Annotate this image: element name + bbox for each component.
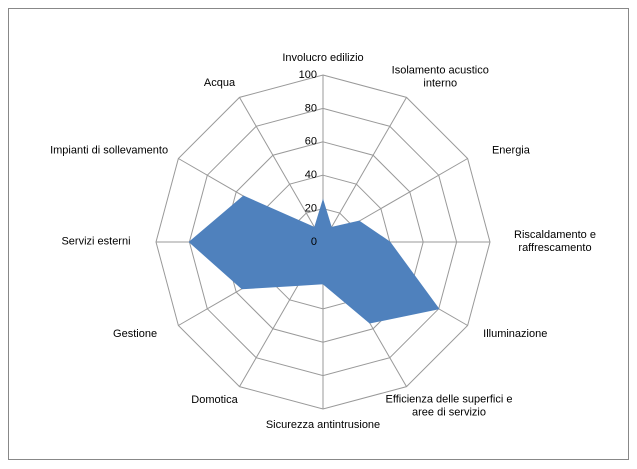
category-label: Sicurezza antintrusione: [265, 419, 381, 431]
category-label: Gestione: [113, 327, 158, 340]
category-label: Riscaldamento e raffrescamento: [514, 229, 596, 254]
category-label: Involucro edilizio: [282, 52, 364, 64]
r-tick-label: 80: [305, 102, 317, 114]
axis-spoke: [239, 97, 324, 243]
category-label: Acqua: [203, 76, 236, 89]
r-tick-label: 0: [311, 236, 317, 248]
r-tick-label: 100: [299, 69, 317, 81]
category-label: Efficienza delle superfici e aree di ser…: [385, 393, 513, 419]
category-label: Illuminazione: [483, 327, 548, 340]
category-label: Servizi esterni: [61, 235, 131, 248]
category-label: Energia: [491, 143, 530, 156]
category-label: Impianti di sollevamento: [50, 143, 169, 156]
r-tick-label: 20: [305, 203, 317, 215]
r-tick-label: 60: [305, 136, 317, 148]
radar-area: [188, 195, 440, 324]
axis-spoke: [322, 97, 407, 243]
category-label: Isolamento acustico interno: [391, 64, 489, 90]
category-label: Domotica: [191, 394, 238, 407]
r-tick-label: 40: [305, 169, 317, 181]
